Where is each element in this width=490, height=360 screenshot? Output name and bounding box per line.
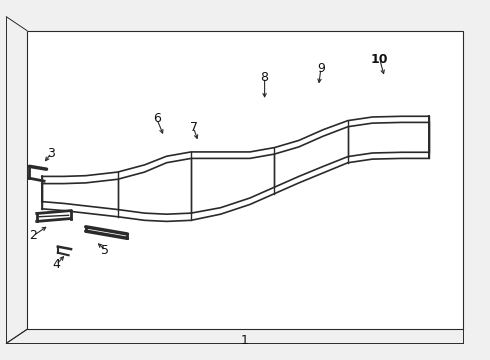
Text: 3: 3 — [48, 147, 55, 159]
Text: 1: 1 — [241, 334, 249, 347]
Text: 9: 9 — [317, 62, 325, 75]
Text: 8: 8 — [261, 71, 269, 84]
Text: 7: 7 — [190, 121, 197, 134]
Polygon shape — [27, 31, 463, 329]
Text: 10: 10 — [371, 53, 389, 66]
Text: 6: 6 — [153, 112, 161, 125]
Text: 4: 4 — [52, 258, 60, 271]
Text: 2: 2 — [29, 229, 37, 242]
Text: 5: 5 — [101, 244, 109, 257]
